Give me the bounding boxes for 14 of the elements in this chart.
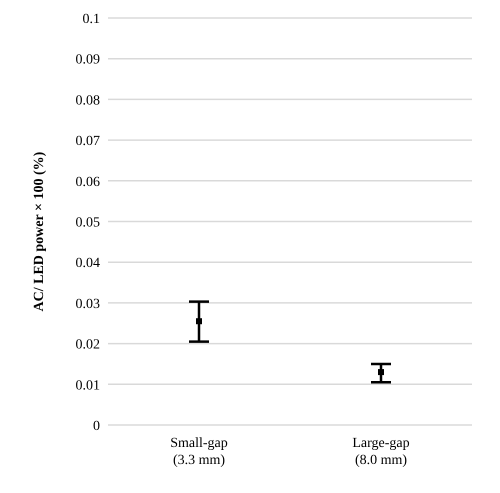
y-tick-label: 0	[93, 418, 100, 434]
y-tick-label: 0.04	[76, 256, 100, 272]
y-tick-label: 0.06	[76, 174, 100, 190]
y-axis-title: AC/ LED power × 100 (%)	[32, 151, 47, 312]
y-tick-label: 0.1	[82, 12, 100, 27]
x-tick-label: Small-gap (3.3 mm)	[170, 436, 228, 468]
y-tick-label: 0.07	[76, 134, 100, 150]
y-tick-label: 0.03	[76, 296, 100, 312]
y-tick-label: 0.05	[76, 215, 100, 230]
y-tick-label: 0.09	[76, 52, 100, 68]
y-tick-label: 0.01	[76, 378, 100, 394]
y-tick-label: 0.02	[76, 338, 100, 353]
x-tick-label: Large-gap (8.0 mm)	[352, 436, 410, 468]
y-tick-label: 0.08	[76, 93, 100, 108]
